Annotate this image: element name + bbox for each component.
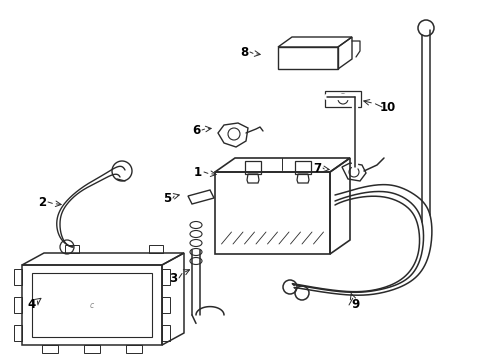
Text: 9: 9 [350, 298, 358, 311]
Text: 10: 10 [379, 100, 395, 113]
Text: 5: 5 [163, 192, 171, 204]
Text: 4: 4 [28, 298, 36, 311]
Text: 8: 8 [240, 45, 247, 59]
Text: 1: 1 [194, 166, 202, 179]
Text: c: c [90, 301, 94, 310]
Text: 7: 7 [312, 162, 321, 175]
Text: 2: 2 [38, 195, 46, 208]
Text: 6: 6 [191, 123, 200, 136]
Text: 3: 3 [168, 271, 177, 284]
